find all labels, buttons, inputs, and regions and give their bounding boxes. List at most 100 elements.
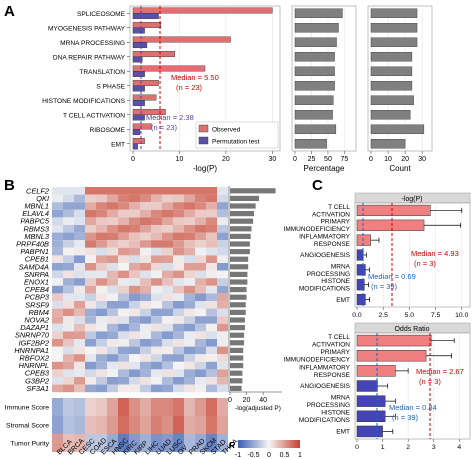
score-label: Tumor Purity	[10, 441, 49, 448]
heatmap-cell	[184, 247, 195, 256]
gene-label: PABPC5	[20, 217, 50, 226]
heatmap-cell	[140, 202, 151, 210]
heatmap-cell	[140, 255, 151, 263]
heatmap-cell	[184, 278, 195, 286]
heatmap-cell	[206, 293, 217, 301]
heatmap-cell	[184, 331, 195, 339]
heatmap-cell	[74, 361, 85, 370]
bar	[356, 365, 396, 377]
side-bar	[230, 249, 250, 255]
category-label: HISTONE	[321, 278, 350, 285]
heatmap-cell	[206, 285, 217, 294]
legend-observed-swatch	[198, 124, 209, 133]
x-tick-label: 0.0	[352, 312, 362, 319]
heatmap-cell	[96, 384, 107, 393]
color-legend: R -1 -0.5 0 0.5 1	[229, 440, 302, 459]
heatmap-cell	[85, 202, 96, 210]
heatmap-cell	[107, 225, 118, 233]
heatmap-cell	[52, 225, 63, 233]
heatmap-cell	[52, 202, 63, 210]
heatmap-cell	[118, 270, 129, 279]
a-right-xlabel: Count	[389, 164, 411, 173]
heatmap-cell	[217, 339, 228, 347]
category-label: MYOGENESIS PATHWAY	[48, 25, 126, 32]
heatmap-cell	[195, 255, 206, 263]
gene-label: IGF2BP2	[19, 338, 49, 347]
heatmap-cell	[217, 384, 228, 393]
heatmap-cell	[162, 247, 173, 256]
permutation-bar	[132, 85, 145, 92]
observed-vs-permutation-chart: SPLICEOSOME MYOGENESIS PATHWAY MRNA PROCES…	[42, 5, 281, 173]
score-cell	[63, 398, 74, 416]
heatmap-cell	[140, 209, 151, 218]
heatmap-cell	[217, 354, 228, 362]
heatmap-cell	[63, 225, 74, 233]
heatmap-cell	[173, 225, 184, 233]
permutation-median-annotation: Median = 2.38	[146, 113, 194, 122]
heatmap-cell	[74, 301, 85, 309]
heatmap-cell	[206, 301, 217, 309]
heatmap-cell	[107, 278, 118, 286]
score-cell	[206, 398, 217, 416]
score-label: Stromal Score	[6, 423, 49, 430]
heatmap-cell	[151, 316, 162, 324]
bar	[356, 204, 431, 217]
heatmap-cell	[107, 316, 118, 324]
heatmap-cell	[85, 263, 96, 271]
heatmap-cell	[107, 247, 118, 256]
c-top-median-blue-label: Median = 0.69	[368, 272, 416, 281]
score-cell	[162, 398, 173, 416]
gene-label: PABPN1	[20, 247, 49, 256]
heatmap-cell	[206, 323, 217, 332]
heatmap-cell	[140, 187, 151, 195]
heatmap-cell	[151, 361, 162, 370]
category-label: IMMUNODEFICIENCY	[284, 357, 351, 364]
legend-tick-label: 1	[298, 452, 302, 459]
heatmap-cell	[52, 323, 63, 332]
heatmap-cell	[206, 346, 217, 355]
heatmap-cell	[96, 377, 107, 385]
gene-label: PCBP3	[25, 293, 50, 302]
bar	[370, 110, 411, 120]
logp-facet-chart: -log(P) T CELLACTIVATIONPRIMARYIMMUNODEF…	[284, 192, 471, 319]
c-top-n-blue-label: (n = 39)	[371, 282, 398, 291]
x-tick-label: 5.0	[405, 312, 415, 319]
heatmap-cell	[162, 202, 173, 210]
heatmap-cell	[206, 217, 217, 225]
heatmap-cell	[96, 354, 107, 362]
c-top-n-red-label: (n = 3)	[414, 259, 436, 268]
permutation-bar	[132, 129, 141, 135]
heatmap-cell	[206, 209, 217, 218]
heatmap-cell	[107, 339, 118, 347]
heatmap-cell	[151, 255, 162, 263]
score-cell	[52, 398, 63, 416]
legend-tick-label: 0	[267, 452, 271, 459]
heatmap-cell	[173, 285, 184, 294]
bar	[294, 110, 333, 120]
heatmap-cell	[217, 194, 228, 203]
score-cell	[173, 398, 184, 416]
score-cell	[184, 434, 195, 452]
x-tick-label: 30	[418, 156, 426, 163]
bar	[294, 37, 337, 47]
heatmap-cell	[118, 285, 129, 294]
heatmap-cell	[173, 217, 184, 225]
heatmap-cell	[74, 278, 85, 286]
heatmap-cell	[184, 346, 195, 355]
c-bot-median-red-label: Median = 2.67	[416, 367, 464, 376]
heatmap-cell	[173, 270, 184, 279]
gene-label: HNRNPL	[19, 361, 49, 370]
heatmap-cell	[107, 293, 118, 301]
heatmap-cell	[107, 187, 118, 195]
heatmap-cell	[118, 247, 129, 256]
category-label: ACTIVATION	[312, 342, 350, 349]
heatmap-cell	[184, 301, 195, 309]
heatmap-cell	[63, 377, 74, 385]
side-bar	[230, 378, 243, 384]
heatmap-cell	[173, 209, 184, 218]
heatmap-cell	[63, 354, 74, 362]
a-left-xlabel: -log(P)	[193, 164, 217, 173]
heatmap-cell	[140, 346, 151, 355]
x-tick-label: 10	[176, 156, 184, 163]
side-bar	[230, 385, 242, 391]
